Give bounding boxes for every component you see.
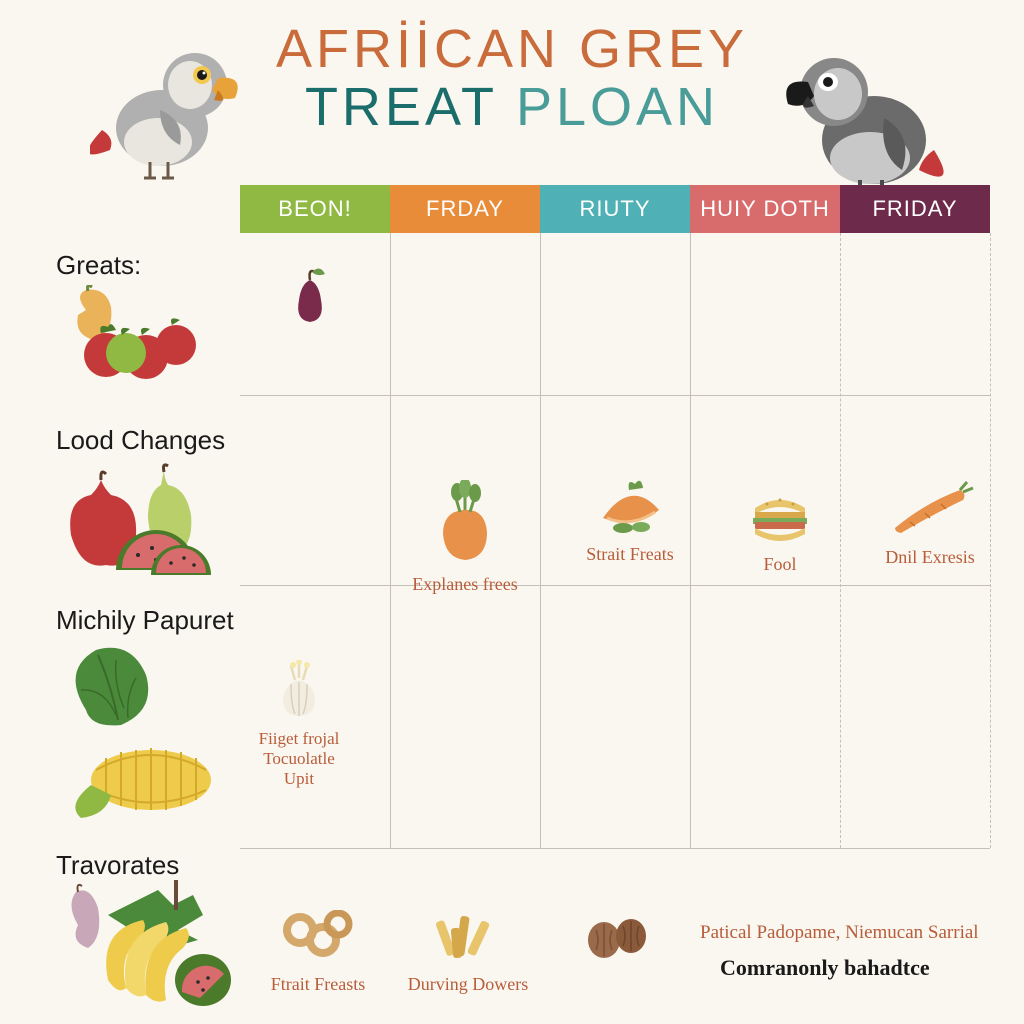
day-header-2: FRDAY: [390, 185, 540, 233]
fruits-cluster-1-icon: [56, 285, 216, 395]
cell-label: Dnil Exresis: [860, 547, 1000, 568]
pretzel-rings-icon: [278, 910, 358, 965]
bananas-cluster-icon: [48, 880, 248, 1020]
cell-label: Explanes frees: [395, 574, 535, 595]
grid-h-line: [240, 585, 990, 586]
grid-h-line: [240, 395, 990, 396]
footer-note-2: Comranonly bahadtce: [720, 955, 930, 981]
cell-explanes: Explanes frees: [395, 480, 535, 595]
carrot-stick-icon: [885, 478, 975, 538]
cell-durving: [548, 910, 688, 974]
cell-strait: Strait Freats: [560, 480, 700, 565]
cell-label: Ftrait Freasts: [248, 974, 388, 995]
cell-label: Fool: [710, 554, 850, 575]
day-header-1: BEON!: [240, 185, 390, 233]
footer-note-1: Patical Padopame, Niemucan Sarrial: [700, 922, 979, 944]
fries-icon: [426, 910, 511, 965]
cell-fool: Fool: [710, 490, 850, 575]
walnuts-icon: [576, 910, 661, 965]
melon-slice-icon: [593, 480, 668, 535]
sandwich-icon: [745, 490, 815, 545]
turnip-icon: [425, 480, 505, 565]
corn-leaf-icon: [56, 640, 231, 835]
parrot-left-icon: [90, 30, 260, 195]
row-label-lood: Lood Changes: [56, 425, 225, 456]
day-header-5: FRIDAY: [840, 185, 990, 233]
day-header-3: RIUTY: [540, 185, 690, 233]
cell-dnil: Dnil Exresis: [860, 478, 1000, 568]
day-header-4: HUIY DOTH: [690, 185, 840, 233]
grid-v-line: [390, 233, 391, 848]
garlic-icon: [269, 660, 329, 720]
grid-v-line: [540, 233, 541, 848]
cell-label: Durving Dowers: [398, 974, 538, 995]
cell-label: Strait Freats: [560, 544, 700, 565]
cell-fiiget: Fiiget frojal Tocuolatle Upit: [244, 660, 354, 789]
fruits-cluster-2-icon: [56, 460, 236, 595]
day-header-row: BEON! FRDAY RIUTY HUIY DOTH FRIDAY: [240, 185, 990, 233]
row-label-michily: Michily Papuret: [56, 605, 234, 636]
row-label-travorates: Travorates: [56, 850, 179, 881]
cell-pear: [280, 262, 340, 332]
row-label-greats: Greats:: [56, 250, 141, 281]
cell-label: Fiiget frojal Tocuolatle Upit: [244, 729, 354, 789]
cell-ftrait: Durving Dowers: [398, 910, 538, 995]
cell-fub: Ftrait Freasts: [248, 910, 388, 995]
pear-icon: [285, 262, 335, 327]
grid-h-line: [240, 848, 990, 849]
